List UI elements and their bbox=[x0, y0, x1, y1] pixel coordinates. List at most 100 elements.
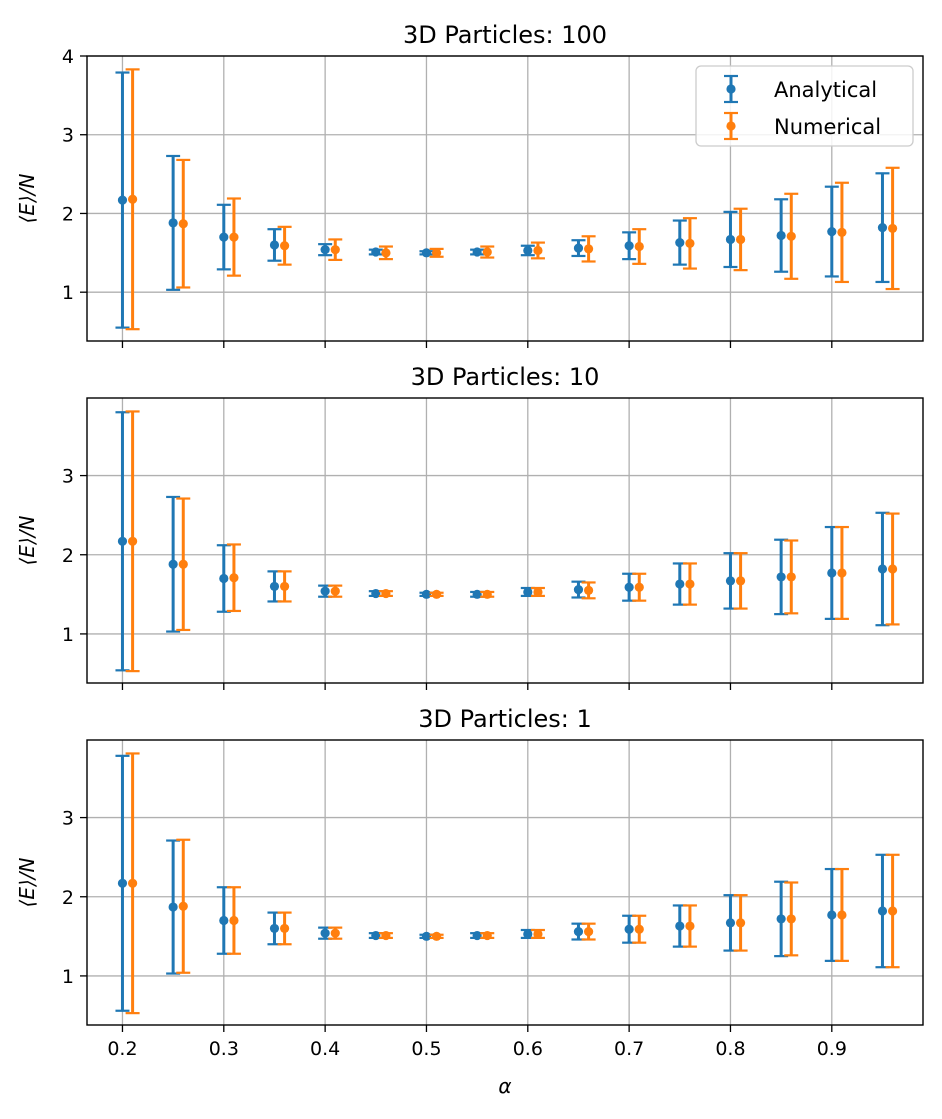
data-point bbox=[776, 572, 786, 582]
data-point bbox=[381, 588, 391, 599]
y-tick-label: 1 bbox=[62, 282, 74, 304]
x-tick-label: 0.8 bbox=[715, 1038, 745, 1060]
y-tick-label: 2 bbox=[62, 887, 74, 909]
data-point bbox=[523, 929, 533, 939]
y-tick-label: 2 bbox=[62, 203, 74, 225]
data-point bbox=[229, 915, 239, 926]
data-point bbox=[421, 248, 432, 258]
data-point bbox=[736, 234, 746, 245]
legend-label: Numerical bbox=[774, 115, 881, 139]
data-point bbox=[786, 572, 796, 582]
x-tick-label: 0.5 bbox=[411, 1038, 441, 1060]
data-point bbox=[533, 929, 543, 939]
data-point bbox=[573, 584, 584, 595]
data-point bbox=[482, 247, 492, 257]
data-point bbox=[584, 585, 594, 595]
y-tick-label: 4 bbox=[62, 46, 74, 68]
data-point bbox=[219, 232, 229, 242]
x-tick-label: 0.6 bbox=[513, 1038, 543, 1060]
axes-frame bbox=[86, 55, 924, 342]
data-point bbox=[280, 581, 290, 592]
x-axis-label: α bbox=[498, 1074, 511, 1098]
axes-frame bbox=[86, 397, 924, 684]
data-point bbox=[229, 232, 239, 242]
data-point bbox=[371, 930, 381, 941]
data-point bbox=[269, 923, 280, 934]
data-point bbox=[827, 568, 837, 578]
data-point bbox=[128, 536, 138, 546]
series-analytical bbox=[115, 754, 890, 1012]
data-point bbox=[584, 244, 594, 254]
data-point bbox=[827, 226, 837, 237]
data-point bbox=[776, 914, 786, 924]
data-point bbox=[634, 582, 644, 592]
data-point bbox=[168, 218, 178, 228]
x-tick-label: 0.4 bbox=[310, 1038, 340, 1060]
data-point bbox=[685, 921, 695, 931]
data-point bbox=[736, 918, 746, 928]
data-point bbox=[786, 914, 796, 924]
data-point bbox=[178, 219, 188, 229]
data-point bbox=[269, 240, 280, 250]
data-point bbox=[472, 247, 482, 257]
data-point bbox=[421, 931, 432, 941]
data-point bbox=[837, 910, 847, 920]
data-point bbox=[573, 926, 584, 937]
data-point bbox=[178, 559, 188, 569]
data-point bbox=[888, 906, 898, 916]
data-point bbox=[634, 924, 644, 934]
data-point bbox=[472, 589, 482, 599]
data-point bbox=[877, 564, 888, 574]
data-point bbox=[675, 579, 685, 589]
x-tick-label: 0.7 bbox=[614, 1038, 644, 1060]
data-point bbox=[229, 573, 239, 583]
series-numerical bbox=[125, 68, 900, 331]
data-point bbox=[725, 234, 736, 245]
data-point bbox=[725, 918, 736, 928]
y-axis-label: ⟨E⟩/N bbox=[15, 173, 39, 223]
data-point bbox=[371, 247, 381, 257]
y-tick-label: 3 bbox=[62, 466, 74, 488]
data-point bbox=[888, 564, 898, 574]
y-axis-label: ⟨E⟩/N bbox=[15, 515, 39, 565]
data-point bbox=[786, 231, 796, 241]
data-point bbox=[381, 930, 391, 941]
data-point bbox=[432, 248, 442, 258]
data-point bbox=[330, 586, 340, 596]
data-point bbox=[280, 923, 290, 934]
data-point bbox=[168, 902, 178, 912]
data-point bbox=[877, 906, 888, 916]
data-point bbox=[624, 924, 634, 934]
data-point bbox=[888, 223, 898, 234]
data-point bbox=[685, 579, 695, 589]
data-point bbox=[330, 245, 340, 255]
data-point bbox=[269, 581, 280, 592]
data-point bbox=[168, 559, 178, 569]
legend-label: Analytical bbox=[774, 78, 877, 102]
data-point bbox=[320, 928, 330, 938]
data-point bbox=[117, 195, 128, 205]
data-point bbox=[573, 243, 584, 253]
data-point bbox=[320, 245, 330, 255]
data-point bbox=[330, 928, 340, 938]
legend-item-analytical: Analytical bbox=[724, 74, 877, 104]
data-point bbox=[634, 241, 644, 252]
subplot-3: 0.2 0.3 0.4 0.5 0.6 0.7 0.8 0.9 1 2 3 3D Particles:… bbox=[15, 705, 924, 1098]
data-point bbox=[381, 248, 391, 258]
data-point bbox=[432, 589, 442, 599]
axes-frame bbox=[86, 739, 924, 1026]
y-tick-label: 2 bbox=[62, 545, 74, 567]
subplot-2: 1 2 3 3D Particles: 10 ⟨E⟩/N bbox=[15, 363, 924, 690]
data-point bbox=[533, 587, 543, 597]
legend: Analytical Numerical bbox=[695, 65, 914, 147]
x-tick-label: 0.3 bbox=[209, 1038, 239, 1060]
subplot-title: 3D Particles: 10 bbox=[411, 363, 600, 391]
data-point bbox=[432, 931, 442, 941]
data-point bbox=[128, 878, 138, 888]
legend-item-numerical: Numerical bbox=[724, 111, 881, 141]
subplot-title: 3D Particles: 1 bbox=[418, 705, 592, 733]
data-point bbox=[128, 194, 138, 204]
legend-marker-point bbox=[726, 84, 736, 94]
data-point bbox=[320, 586, 330, 596]
